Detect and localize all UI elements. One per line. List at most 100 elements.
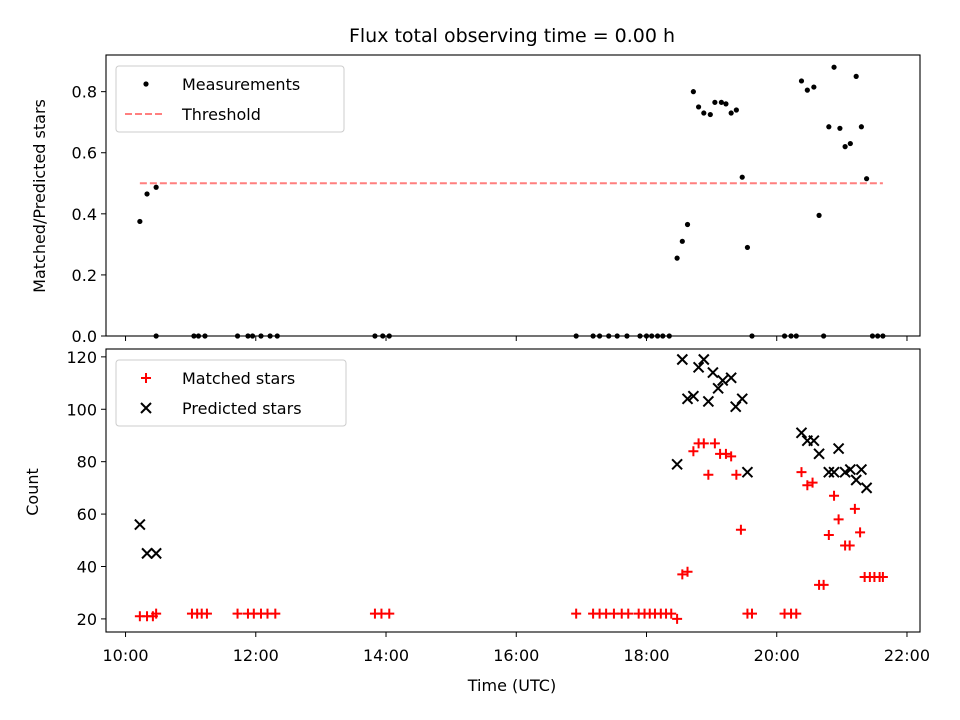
bottom-data-point <box>666 608 677 619</box>
bottom-legend-box <box>115 359 347 427</box>
top-data-point <box>679 238 685 244</box>
top-data-point <box>674 255 680 261</box>
bottom-data-point <box>687 390 700 402</box>
bottom-data-point <box>141 547 153 560</box>
bottom-data-point <box>134 518 146 531</box>
bottom-data-point <box>844 540 855 551</box>
top-data-point <box>837 125 843 131</box>
bottom-y-tick-label: 120 <box>66 348 97 367</box>
bottom-axes-frame <box>105 348 921 633</box>
bottom-data-point <box>150 547 162 560</box>
bottom-x-tick-label: 14:00 <box>363 646 409 665</box>
top-data-point <box>826 124 832 130</box>
top-y-axis-label: Matched/Predicted stars <box>30 99 49 293</box>
bottom-data-point <box>232 608 243 619</box>
top-data-point <box>728 110 734 116</box>
top-chart-title: Flux total observing time = 0.00 h <box>349 25 675 47</box>
bottom-data-point <box>813 448 825 460</box>
top-data-point <box>137 218 143 225</box>
bottom-data-point <box>703 469 714 480</box>
bottom-data-point <box>829 490 840 501</box>
bottom-y-tick-label: 20 <box>77 610 97 629</box>
bottom-data-point <box>688 446 699 457</box>
top-legend-label: Measurements <box>182 75 300 94</box>
bottom-data-point <box>682 566 693 577</box>
bottom-data-point <box>623 608 634 619</box>
bottom-data-point <box>698 353 710 366</box>
bottom-data-point <box>692 361 705 374</box>
bottom-data-point <box>677 569 688 580</box>
bottom-data-point <box>791 608 802 619</box>
bottom-x-tick-label: 10:00 <box>102 646 148 665</box>
bottom-data-point <box>712 382 724 395</box>
top-data-point <box>804 87 810 93</box>
bottom-data-point <box>707 366 719 379</box>
top-legend: Measurements Threshold <box>115 65 345 133</box>
bottom-data-point <box>709 438 720 449</box>
bottom-data-point <box>671 458 683 471</box>
bottom-data-point <box>731 469 742 480</box>
bottom-data-point <box>151 608 162 619</box>
top-y-tick-label: 0.8 <box>72 83 97 102</box>
bottom-y-tick-label: 80 <box>77 453 97 472</box>
bottom-data-point <box>833 514 844 525</box>
top-y-tick-label: 0.0 <box>72 327 97 346</box>
bottom-legend: Matched stars Predicted stars <box>115 359 347 427</box>
top-y-tick-label: 0.2 <box>72 266 97 285</box>
bottom-series-0 <box>134 438 888 624</box>
top-data-point <box>144 191 150 197</box>
bottom-data-point <box>855 463 868 476</box>
top-data-point <box>695 104 702 110</box>
bottom-legend-label: Matched stars <box>182 369 295 388</box>
bottom-data-point <box>849 503 860 514</box>
bottom-legend-swatch <box>140 402 152 414</box>
bottom-x-tick-label: 16:00 <box>493 646 539 665</box>
bottom-x-tick-label: 18:00 <box>623 646 669 665</box>
bottom-data-point <box>823 466 835 478</box>
bottom-data-point <box>201 608 212 619</box>
top-data-point <box>842 144 848 150</box>
top-data-point <box>858 124 864 130</box>
bottom-panel: 20 40 60 80 100 120 10:00 12:00 14:00 16:00 18:00 2… <box>66 348 930 665</box>
bottom-data-point <box>855 527 866 538</box>
top-data-point <box>701 110 707 116</box>
bottom-data-point <box>860 482 873 494</box>
bottom-data-point <box>807 477 818 488</box>
bottom-x-tick-label: 22:00 <box>884 646 930 665</box>
bottom-data-point <box>808 435 820 447</box>
top-data-point <box>864 176 870 182</box>
top-data-point <box>718 99 724 105</box>
bottom-data-point <box>702 395 715 408</box>
top-data-point <box>712 99 718 105</box>
bottom-data-point <box>828 466 840 478</box>
top-data-point <box>798 78 805 84</box>
top-panel: 0.0 0.2 0.4 0.6 0.8 Measurements Threshold <box>72 54 921 346</box>
bottom-data-point <box>725 372 737 384</box>
x-axis-label: Time (UTC) <box>467 676 556 695</box>
bottom-data-point <box>802 480 813 491</box>
bottom-data-point <box>818 579 829 590</box>
top-data-point <box>847 140 853 147</box>
bottom-data-point <box>844 463 857 476</box>
top-data-point <box>723 101 729 107</box>
bottom-y-axis-label: Count <box>23 468 42 516</box>
bottom-data-point <box>796 467 807 478</box>
bottom-data-point <box>850 474 862 486</box>
top-data-point <box>690 89 696 95</box>
bottom-x-tick-label: 20:00 <box>754 646 800 665</box>
bottom-series-1 <box>134 353 873 560</box>
top-y-tick-label: 0.6 <box>72 144 97 163</box>
bottom-data-point <box>270 608 281 619</box>
bottom-data-point <box>672 613 683 624</box>
top-data-point <box>853 73 859 79</box>
bottom-data-point <box>736 393 748 405</box>
top-y-tick-label: 0.4 <box>72 205 97 224</box>
bottom-data-point <box>735 524 746 535</box>
bottom-data-point <box>676 353 689 366</box>
top-data-point <box>733 107 739 113</box>
bottom-data-point <box>877 571 888 582</box>
bottom-data-point <box>823 530 834 541</box>
top-legend-swatch <box>143 81 149 87</box>
bottom-data-point <box>795 427 808 439</box>
bottom-data-point <box>716 374 729 387</box>
